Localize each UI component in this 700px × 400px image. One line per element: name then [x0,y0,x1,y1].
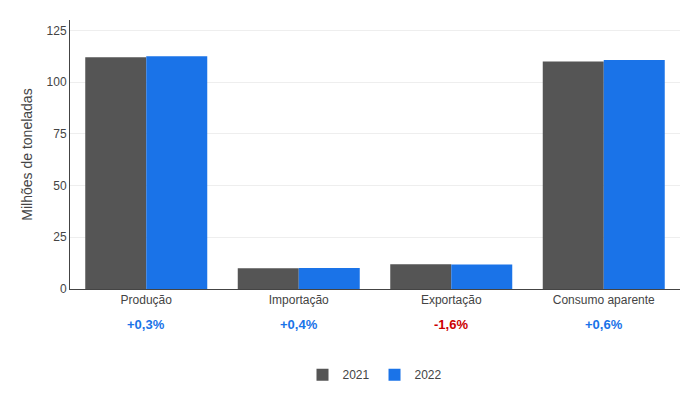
svg-text:25: 25 [53,230,67,244]
svg-text:100: 100 [47,75,67,89]
svg-text:+0,3%: +0,3% [127,317,165,332]
svg-text:125: 125 [47,24,67,38]
svg-text:Consumo aparente: Consumo aparente [553,293,655,307]
svg-text:50: 50 [53,179,67,193]
svg-text:Produção: Produção [121,293,173,307]
svg-text:Milhões de toneladas: Milhões de toneladas [19,88,35,220]
svg-text:Importação: Importação [269,293,329,307]
svg-text:75: 75 [53,127,67,141]
svg-text:2022: 2022 [415,368,442,382]
svg-text:-1,6%: -1,6% [434,317,468,332]
svg-text:+0,6%: +0,6% [585,317,623,332]
svg-text:0: 0 [60,282,67,296]
svg-text:2021: 2021 [343,368,370,382]
svg-text:Exportação: Exportação [421,293,482,307]
svg-text:+0,4%: +0,4% [280,317,318,332]
